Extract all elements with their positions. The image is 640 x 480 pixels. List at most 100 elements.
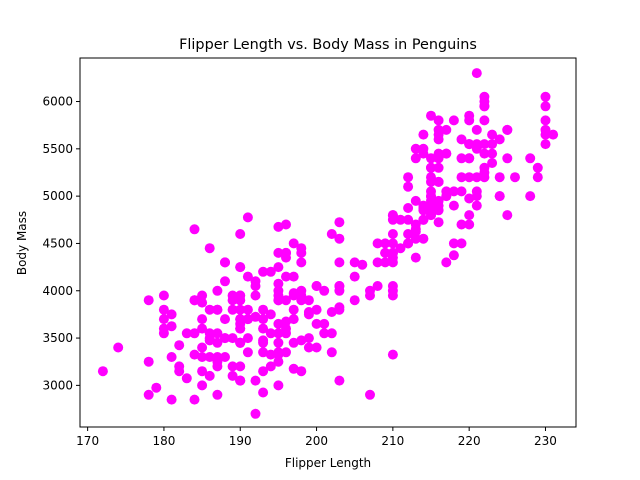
data-point: [235, 323, 246, 334]
data-point: [273, 380, 284, 391]
data-point: [227, 361, 238, 372]
data-point: [540, 101, 551, 112]
data-point: [235, 314, 246, 325]
data-point: [197, 290, 208, 301]
data-point: [433, 176, 444, 187]
data-point: [410, 195, 421, 206]
data-point: [189, 394, 200, 405]
data-point: [197, 366, 208, 377]
data-point: [250, 276, 261, 287]
data-point: [227, 304, 238, 315]
data-point: [487, 129, 498, 140]
data-point: [242, 333, 253, 344]
data-point: [441, 191, 452, 202]
data-point: [303, 342, 314, 353]
data-point: [349, 257, 360, 268]
data-point: [143, 389, 154, 400]
data-point: [288, 238, 299, 249]
data-point: [303, 307, 314, 317]
data-point: [227, 370, 238, 381]
data-point: [540, 91, 551, 102]
data-point: [387, 281, 398, 291]
data-point: [273, 337, 284, 348]
data-point: [166, 321, 177, 332]
data-point: [380, 238, 391, 249]
data-point: [288, 271, 299, 282]
data-point: [189, 349, 200, 360]
data-point: [487, 148, 498, 159]
data-point: [525, 191, 536, 202]
data-point: [227, 295, 238, 306]
data-point: [418, 203, 429, 213]
data-point: [365, 290, 375, 301]
data-point: [197, 314, 208, 325]
data-point: [326, 307, 337, 317]
data-point: [471, 172, 482, 183]
data-point: [235, 290, 246, 301]
data-point: [319, 285, 330, 296]
data-point: [281, 271, 291, 282]
data-point: [235, 262, 246, 273]
data-point: [288, 304, 299, 315]
data-point: [220, 276, 230, 287]
data-point: [456, 219, 467, 230]
data-point: [227, 333, 238, 344]
data-point: [166, 394, 177, 405]
data-point: [189, 295, 200, 306]
data-point: [265, 328, 276, 339]
data-point: [273, 278, 284, 289]
x-tick-label: 170: [76, 434, 99, 448]
data-point: [258, 387, 269, 398]
data-point: [288, 337, 299, 348]
data-point: [479, 101, 490, 112]
data-point: [410, 226, 421, 237]
data-point: [494, 191, 505, 202]
x-tick-label: 210: [381, 434, 404, 448]
data-point: [220, 352, 230, 362]
data-point: [273, 221, 284, 232]
data-point: [242, 347, 253, 358]
data-point: [242, 271, 253, 282]
data-point: [418, 233, 429, 244]
data-point: [220, 333, 230, 344]
data-point: [212, 328, 223, 339]
data-point: [326, 229, 337, 239]
data-point: [487, 139, 498, 150]
data-point: [372, 257, 383, 268]
data-point: [311, 281, 322, 291]
data-point: [242, 212, 253, 223]
data-point: [464, 172, 475, 183]
data-point: [296, 285, 307, 296]
data-point: [334, 281, 345, 291]
data-point: [273, 356, 284, 367]
data-point: [281, 219, 291, 230]
data-point: [326, 328, 337, 339]
data-point: [487, 158, 498, 168]
data-point: [525, 153, 536, 164]
data-point: [303, 333, 314, 344]
data-point: [403, 229, 414, 239]
data-point: [532, 172, 543, 183]
data-point: [265, 361, 276, 372]
data-point: [212, 285, 223, 296]
data-point: [471, 186, 482, 197]
data-point: [540, 115, 551, 126]
data-point: [471, 124, 482, 135]
data-point: [265, 349, 276, 360]
data-point: [403, 172, 414, 183]
data-point: [158, 328, 169, 339]
data-point: [334, 304, 345, 315]
plot-area-frame: [79, 57, 577, 428]
data-point: [288, 314, 299, 325]
data-point: [204, 304, 215, 315]
data-point: [334, 375, 345, 386]
data-point: [235, 229, 246, 239]
data-point: [479, 115, 490, 126]
data-point: [204, 243, 215, 254]
data-point: [349, 295, 360, 306]
data-point: [395, 214, 406, 225]
data-point: [189, 328, 200, 339]
data-point: [372, 281, 383, 291]
data-point: [281, 347, 291, 358]
data-point: [471, 200, 482, 211]
